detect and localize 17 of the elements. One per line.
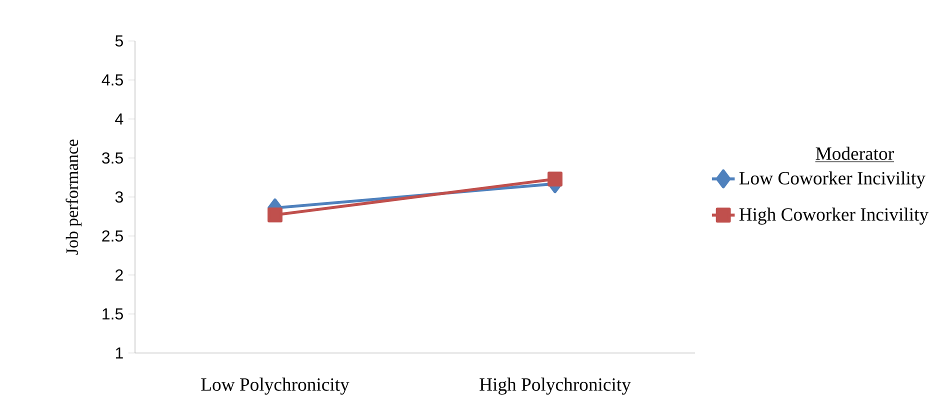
legend-title: Moderator: [816, 146, 894, 160]
y-tick-label: 4.5: [102, 74, 123, 86]
y-tick-label: 1: [116, 347, 123, 358]
legend-label: Low Coworker Incivility: [739, 171, 926, 188]
x-tick-label: High Polychronicity: [480, 378, 631, 395]
y-tick-label: 3.5: [102, 152, 123, 164]
legend-label: High Coworker Incivility: [739, 208, 929, 225]
point: [268, 207, 282, 222]
y-tick-label: 1.5: [102, 308, 123, 320]
y-tick-label: 2.5: [102, 230, 123, 242]
y-tick-label: 2: [116, 269, 123, 281]
y-axis-title: Job performance: [66, 140, 82, 255]
y-tick-label: 3: [115, 191, 123, 203]
x-tick-label: Low Polychronicity: [201, 378, 350, 395]
point: [548, 172, 562, 187]
y-tick-label: 5: [115, 35, 123, 47]
y-tick-label: 4: [115, 114, 124, 124]
